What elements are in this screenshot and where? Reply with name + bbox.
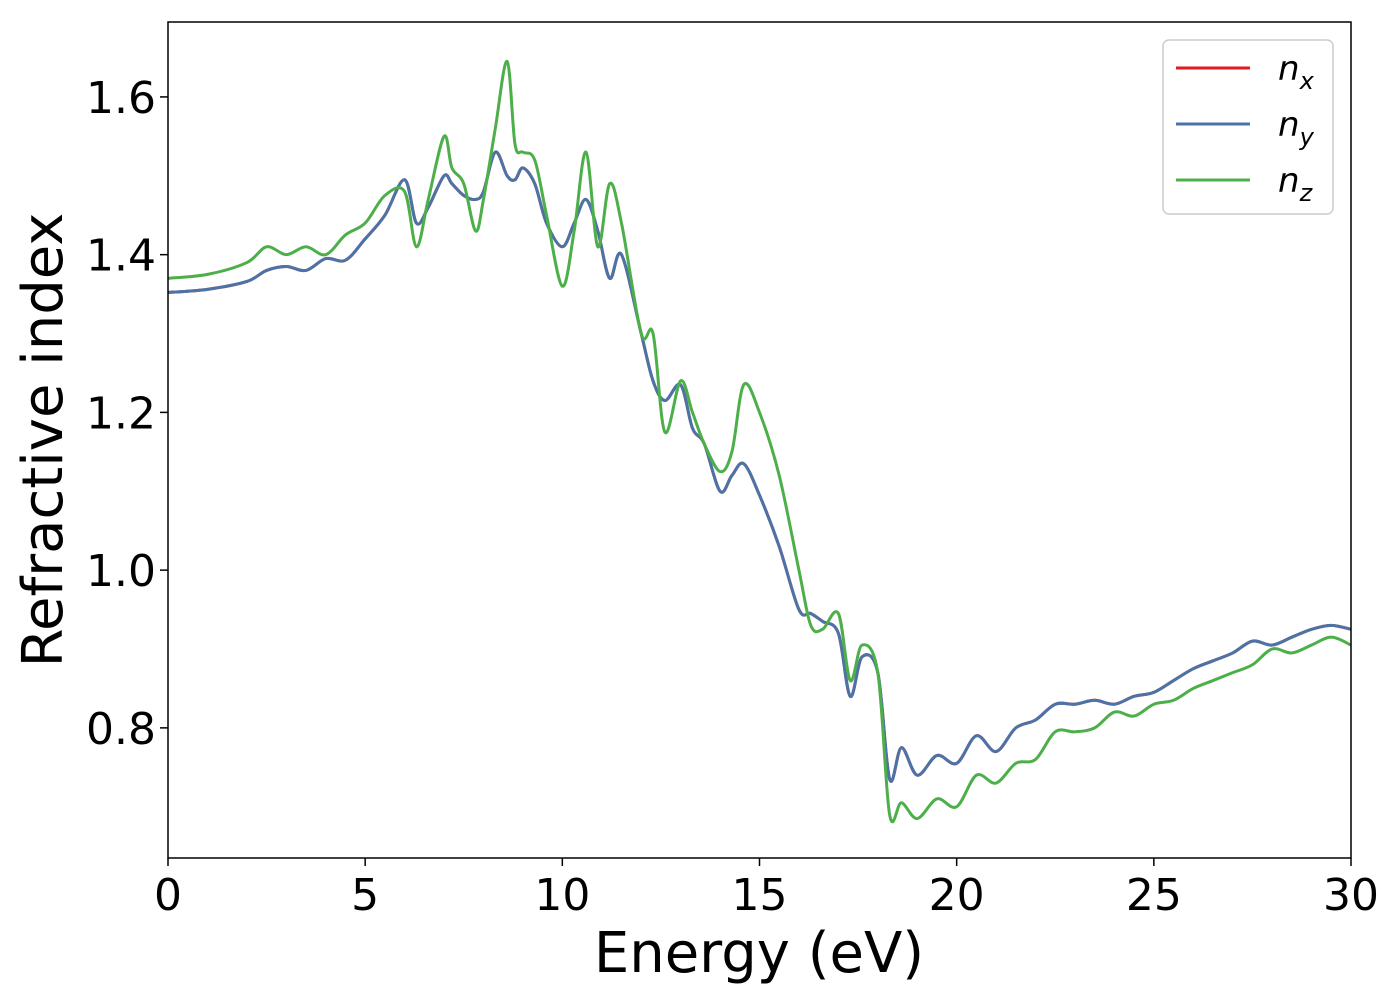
legend-box	[1162, 39, 1334, 215]
y-tick-label: 0.8	[86, 704, 156, 755]
y-tick-label: 1.6	[86, 73, 156, 124]
legend: nx ny nz	[1162, 39, 1334, 215]
x-tick-label: 15	[732, 870, 788, 921]
y-tick-label: 1.2	[86, 388, 156, 439]
x-tick-label: 5	[351, 870, 379, 921]
x-tick-label: 10	[534, 870, 590, 921]
x-tick-label: 25	[1126, 870, 1182, 921]
y-axis-title: Refractive index	[11, 213, 76, 668]
legend-label-n-x: nx	[1278, 49, 1315, 95]
x-axis-title: Energy (eV)	[594, 921, 924, 986]
legend-label-n-y: ny	[1278, 105, 1315, 151]
x-tick-label: 0	[154, 870, 182, 921]
series-line-n-y	[167, 150, 1352, 783]
y-tick-label: 1.4	[86, 231, 156, 282]
x-tick-label: 20	[929, 870, 985, 921]
series-layer	[167, 59, 1352, 824]
x-axis-ticks: 0 5 10 15 20 25 30	[154, 858, 1379, 921]
y-axis-ticks: 0.8 1.0 1.2 1.4 1.6	[86, 73, 168, 755]
x-tick-label: 30	[1323, 870, 1379, 921]
y-tick-label: 1.0	[86, 546, 156, 597]
legend-label-n-z: nz	[1278, 161, 1314, 207]
series-line-n-z	[167, 59, 1352, 824]
